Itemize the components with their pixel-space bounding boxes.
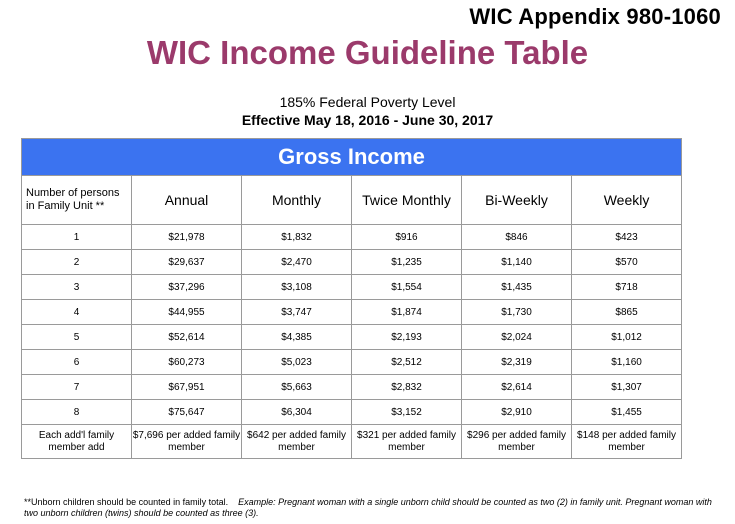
table-cell: $2,470	[241, 249, 352, 275]
footnote-main: **Unborn children should be counted in f…	[24, 497, 229, 507]
table-cell: $7,696 per added family member	[131, 424, 242, 459]
table-cell: $423	[570, 224, 683, 250]
table-cell: $2,193	[351, 324, 462, 350]
table-cell: $1,160	[570, 349, 683, 375]
table-cell: $67,951	[131, 374, 242, 400]
table-row: 2 $29,637 $2,470 $1,235 $1,140 $570	[21, 249, 683, 275]
table-row: 4 $44,955 $3,747 $1,874 $1,730 $865	[21, 299, 683, 325]
table-cell: $642 per added family member	[241, 424, 352, 459]
table-cell: 8	[21, 399, 132, 425]
column-header-monthly: Monthly	[241, 175, 352, 225]
table-cell: 1	[21, 224, 132, 250]
column-header-row: Number of persons in Family Unit ** Annu…	[21, 175, 683, 225]
table-cell: $1,307	[570, 374, 683, 400]
appendix-label: WIC Appendix 980-1060	[469, 4, 721, 29]
table-cell: $29,637	[131, 249, 242, 275]
table-cell: $2,832	[351, 374, 462, 400]
table-cell: $1,730	[461, 299, 572, 325]
table-row: 1 $21,978 $1,832 $916 $846 $423	[21, 224, 683, 250]
table-row: 5 $52,614 $4,385 $2,193 $2,024 $1,012	[21, 324, 683, 350]
table-cell: $1,455	[570, 399, 683, 425]
table-cell: $1,235	[351, 249, 462, 275]
table-row: 8 $75,647 $6,304 $3,152 $2,910 $1,455	[21, 399, 683, 425]
table-body: 1 $21,978 $1,832 $916 $846 $423 2 $29,637 $2,470…	[21, 224, 683, 459]
table-cell: $60,273	[131, 349, 242, 375]
table-cell: 3	[21, 274, 132, 300]
table-cell: $916	[351, 224, 462, 250]
table-cell: $6,304	[241, 399, 352, 425]
table-cell: $2,614	[461, 374, 572, 400]
table-cell: $1,140	[461, 249, 572, 275]
table-cell: $1,832	[241, 224, 352, 250]
table-cell: 6	[21, 349, 132, 375]
table-row: 6 $60,273 $5,023 $2,512 $2,319 $1,160	[21, 349, 683, 375]
table-cell: $2,319	[461, 349, 572, 375]
table-cell: $1,012	[570, 324, 683, 350]
table-cell: $2,024	[461, 324, 572, 350]
gross-income-banner: Gross Income	[20, 138, 683, 176]
column-header-annual: Annual	[131, 175, 242, 225]
table-cell: $5,663	[241, 374, 352, 400]
table-cell: $3,152	[351, 399, 462, 425]
table-cell: $321 per added family member	[351, 424, 462, 459]
page-title: WIC Income Guideline Table	[146, 34, 589, 71]
table-cell: 5	[21, 324, 132, 350]
table-cell: $148 per added family member	[570, 424, 683, 459]
poverty-level-subtitle: 185% Federal Poverty Level	[279, 94, 456, 110]
table-row: 7 $67,951 $5,663 $2,832 $2,614 $1,307	[21, 374, 683, 400]
additional-member-row: Each add'l family member add $7,696 per a…	[21, 424, 683, 459]
table-cell: $718	[570, 274, 683, 300]
table-cell: 4	[21, 299, 132, 325]
column-header-bi-weekly: Bi-Weekly	[461, 175, 572, 225]
income-guideline-table: Gross Income Number of persons in Family…	[20, 138, 683, 459]
table-cell: $5,023	[241, 349, 352, 375]
table-cell: $37,296	[131, 274, 242, 300]
effective-dates: Effective May 18, 2016 - June 30, 2017	[241, 112, 494, 128]
table-cell: $1,435	[461, 274, 572, 300]
table-cell: $846	[461, 224, 572, 250]
table-cell: 7	[21, 374, 132, 400]
column-header-weekly: Weekly	[570, 175, 683, 225]
table-cell: $3,747	[241, 299, 352, 325]
column-header-twice-monthly: Twice Monthly	[351, 175, 462, 225]
column-header-persons: Number of persons in Family Unit **	[21, 175, 132, 225]
table-cell: $2,512	[351, 349, 462, 375]
table-cell: Each add'l family member add	[21, 424, 132, 459]
table-cell: $21,978	[131, 224, 242, 250]
footnote: **Unborn children should be counted in f…	[24, 497, 724, 519]
table-cell: $296 per added family member	[461, 424, 572, 459]
table-cell: $2,910	[461, 399, 572, 425]
footnote-example: Example: Pregnant woman with a single un…	[24, 497, 712, 518]
table-row: 3 $37,296 $3,108 $1,554 $1,435 $718	[21, 274, 683, 300]
table-cell: $4,385	[241, 324, 352, 350]
table-cell: $52,614	[131, 324, 242, 350]
table-cell: $1,554	[351, 274, 462, 300]
table-cell: 2	[21, 249, 132, 275]
table-cell: $1,874	[351, 299, 462, 325]
table-cell: $44,955	[131, 299, 242, 325]
table-cell: $3,108	[241, 274, 352, 300]
table-cell: $570	[570, 249, 683, 275]
table-cell: $75,647	[131, 399, 242, 425]
table-cell: $865	[570, 299, 683, 325]
